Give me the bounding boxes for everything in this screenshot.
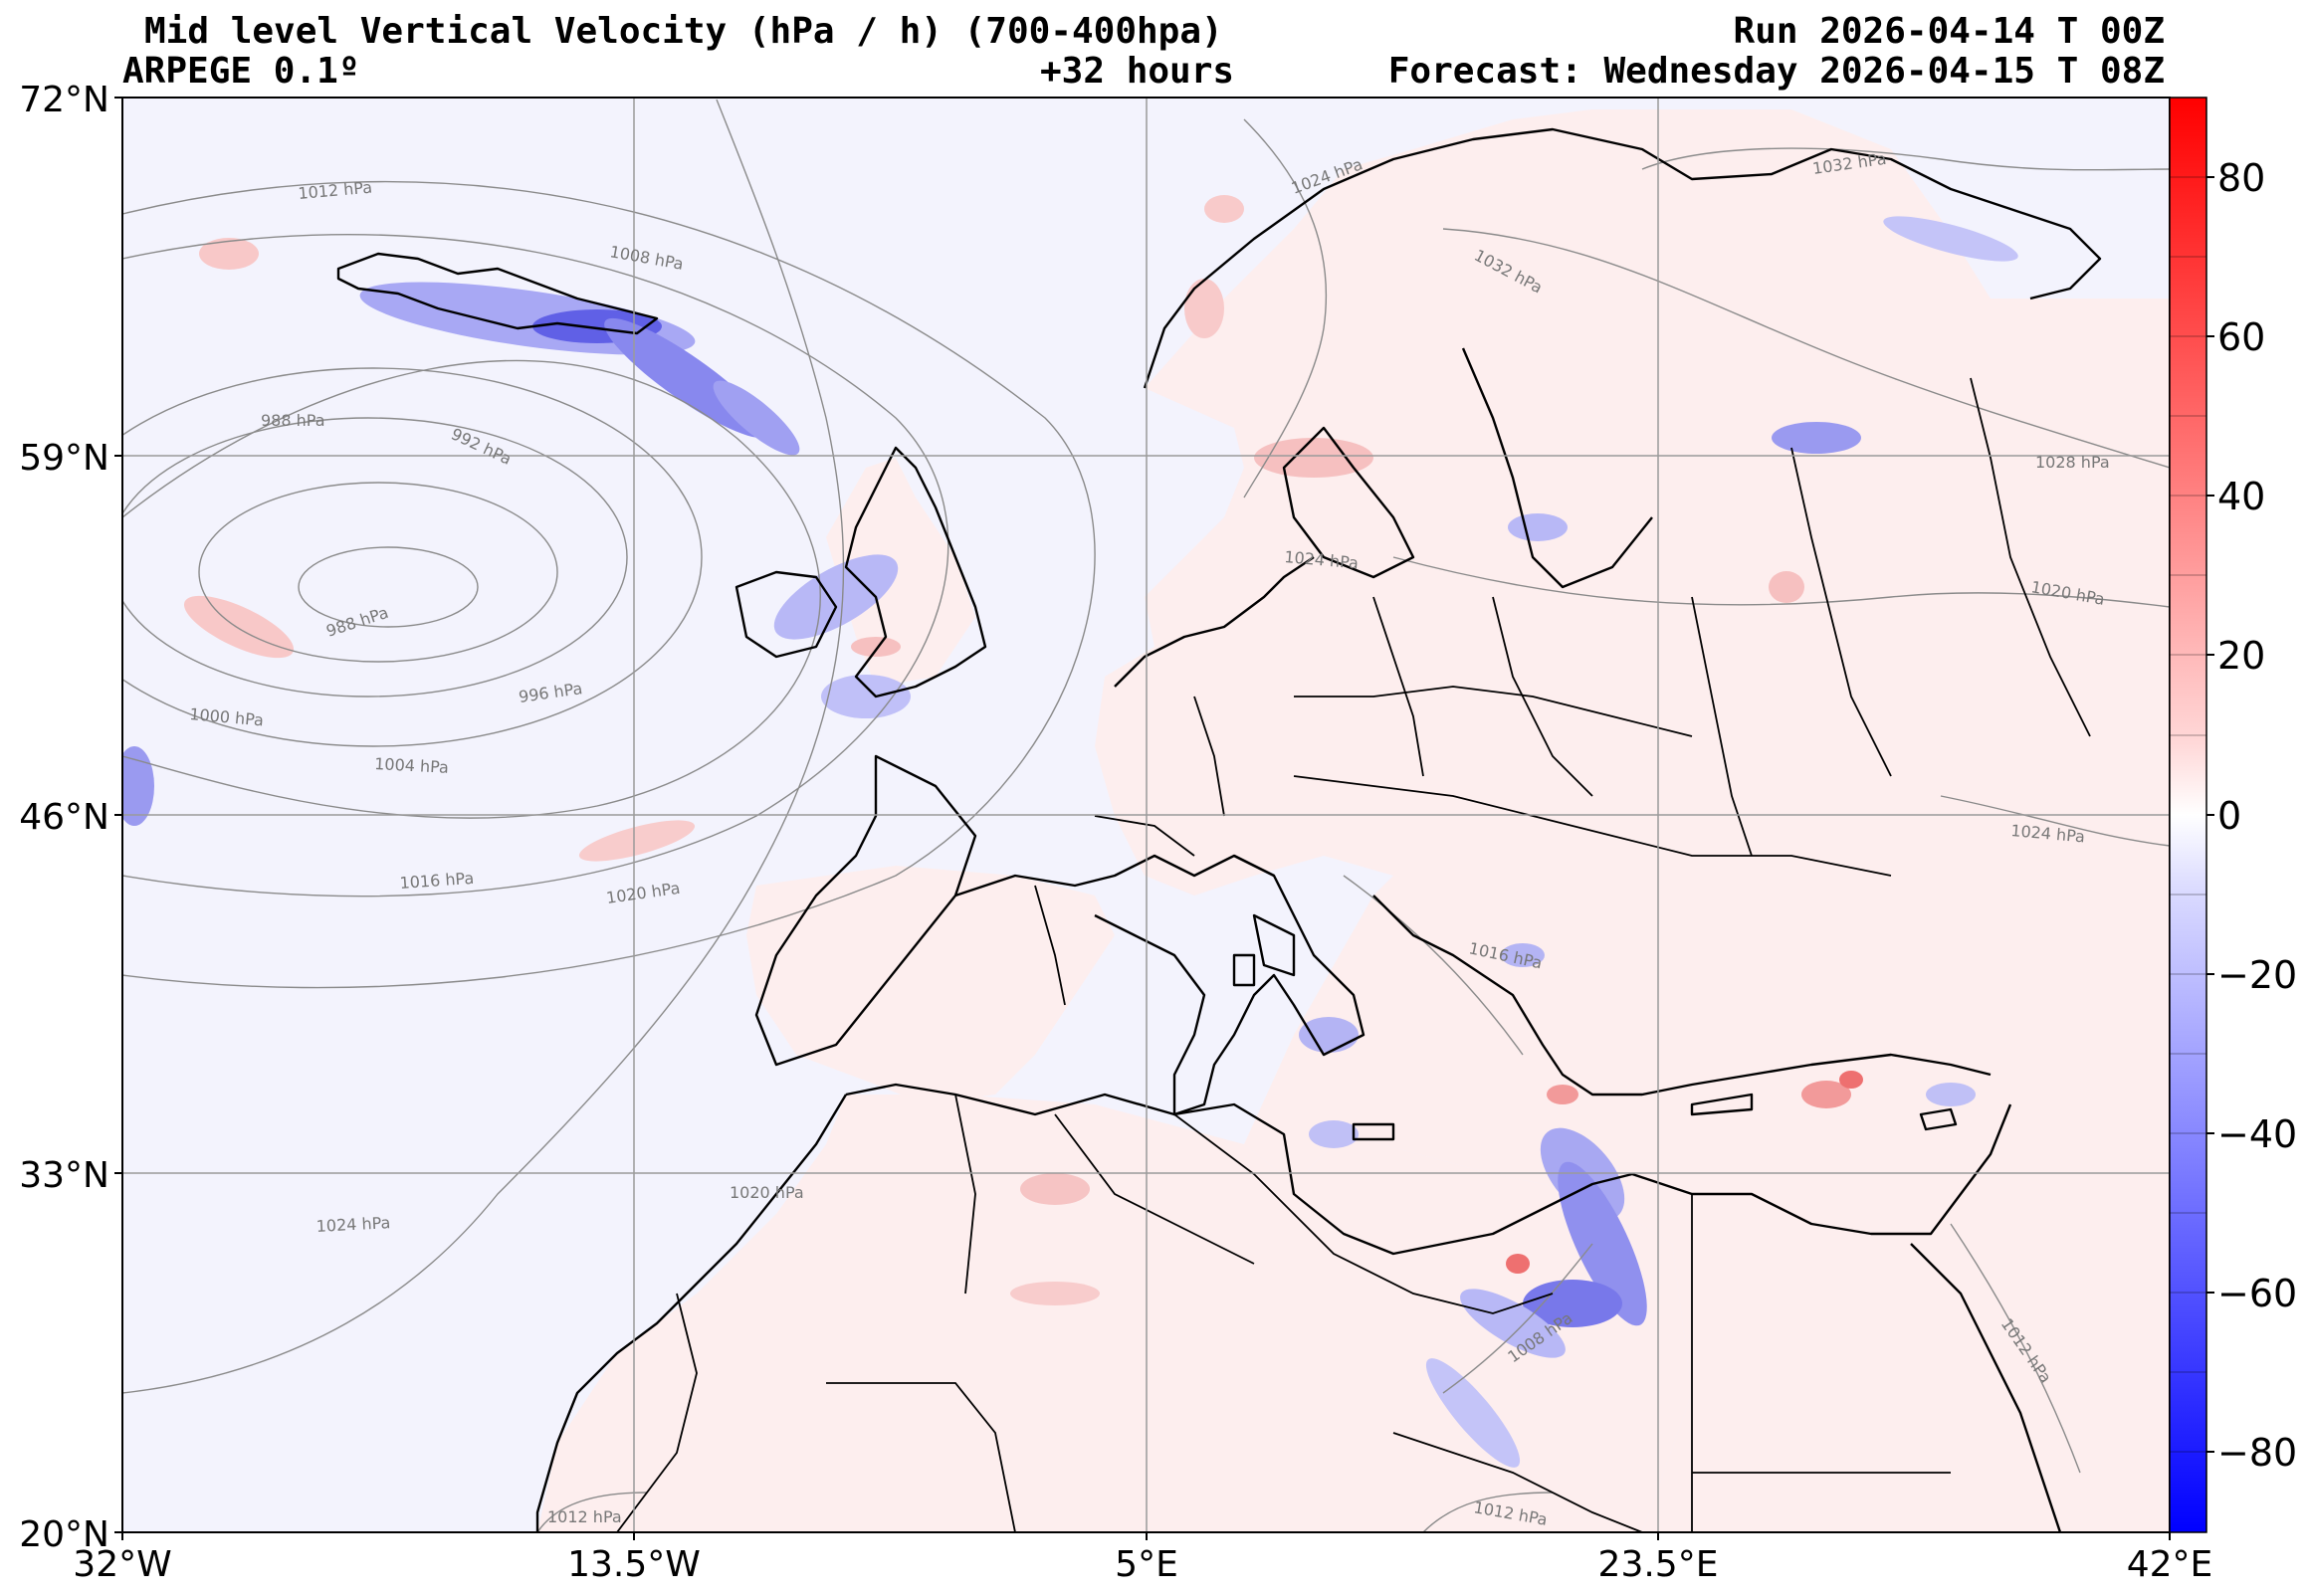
isobar-label: 988 hPa — [261, 411, 325, 430]
isobar-label: 1012 hPa — [547, 1507, 622, 1526]
model-name: ARPEGE 0.1º — [122, 51, 360, 92]
lon-tick-label: 42°E — [2127, 1544, 2213, 1585]
lon-axis: 32°W 13.5°W 5°E 23.5°E 42°E — [73, 1532, 2212, 1585]
colorbar-scale — [2170, 98, 2206, 1532]
lon-tick-label: 5°E — [1115, 1544, 1178, 1585]
colorbar-tick-label: −80 — [2217, 1431, 2297, 1475]
colorbar-tick-label: 40 — [2217, 475, 2265, 518]
colorbar-tick-label: 80 — [2217, 156, 2265, 200]
colorbar-tick-label: 20 — [2217, 634, 2265, 678]
forecast-time: Forecast: Wednesday 2026-04-15 T 08Z — [1387, 51, 2165, 92]
isobar-label: 1020 hPa — [730, 1183, 804, 1202]
lon-tick-label: 13.5°W — [567, 1544, 701, 1585]
isobar-label: 1024 hPa — [315, 1213, 391, 1236]
colorbar-tick-label: −60 — [2217, 1272, 2297, 1315]
colorbar-tick-label: 0 — [2217, 794, 2241, 838]
lat-tick-label: 20°N — [19, 1514, 109, 1555]
colorbar: 80 60 40 20 0 −20 −40 −60 −80 — [2169, 97, 2297, 1533]
lon-tick-label: 23.5°E — [1598, 1544, 1719, 1585]
lat-tick-label: 33°N — [19, 1155, 109, 1196]
run-time: Run 2026-04-14 T 00Z — [1733, 11, 2165, 52]
lat-tick-label: 72°N — [19, 80, 109, 120]
colorbar-tick-label: −40 — [2217, 1112, 2297, 1156]
colorbar-tick-label: 60 — [2217, 315, 2265, 359]
map-field — [122, 99, 2170, 1532]
ascent-regions — [122, 216, 2018, 1468]
coastlines — [336, 127, 2102, 1532]
country-borders — [616, 377, 2091, 1532]
colorbar-tick-label: −20 — [2217, 953, 2297, 997]
lead-time: +32 hours — [1040, 51, 1235, 92]
map-title: Mid level Vertical Velocity (hPa / h) (7… — [144, 11, 1223, 52]
isobar-label: 1004 hPa — [374, 754, 450, 777]
graticule — [122, 98, 2170, 1532]
isobar-label: 1028 hPa — [2035, 453, 2110, 472]
lon-tick-label: 32°W — [73, 1544, 171, 1585]
lat-tick-label: 59°N — [19, 438, 109, 479]
isobars — [122, 99, 2170, 1532]
lat-axis: 72°N 59°N 46°N 33°N 20°N — [19, 80, 122, 1555]
lat-tick-label: 46°N — [19, 797, 109, 838]
